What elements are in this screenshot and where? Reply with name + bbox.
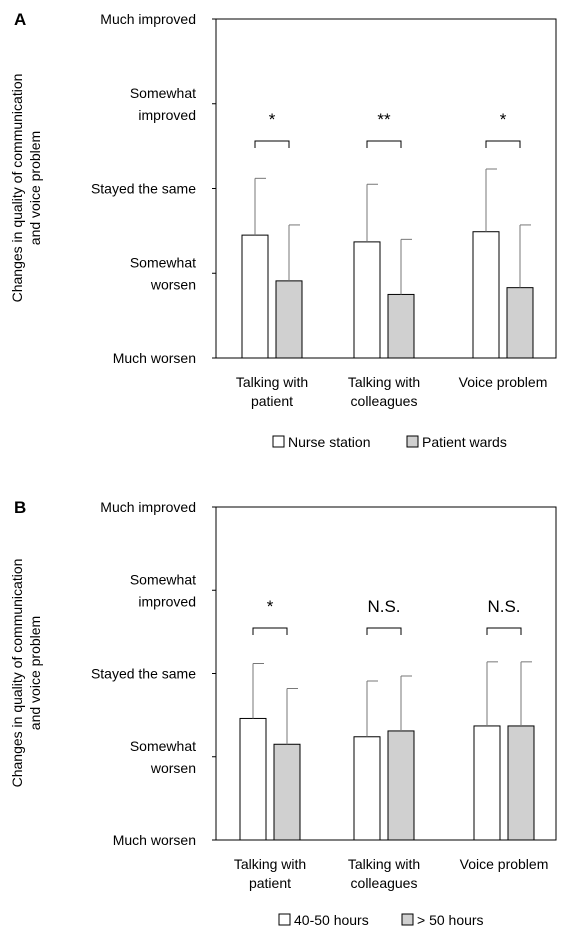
significance-bracket bbox=[486, 627, 522, 635]
significance-marker: N.S. bbox=[367, 597, 400, 616]
x-category-label: patient bbox=[251, 393, 293, 409]
x-category-label: Talking with bbox=[348, 374, 420, 390]
x-category-label: colleagues bbox=[351, 875, 418, 891]
y-axis-title: Changes in quality of communication and v… bbox=[9, 74, 43, 303]
bar-series2 bbox=[507, 725, 535, 841]
legend-swatch bbox=[272, 435, 285, 448]
y-axis-title-line: and voice problem bbox=[27, 131, 43, 245]
bar-series1 bbox=[472, 231, 500, 359]
plot-frame bbox=[215, 506, 557, 841]
bar-series1 bbox=[241, 234, 269, 359]
x-category-label: Talking with bbox=[348, 856, 420, 872]
bar-series1 bbox=[239, 717, 267, 841]
bar-series2 bbox=[275, 280, 303, 359]
y-tick-label: Somewhat bbox=[130, 254, 196, 270]
significance-bracket bbox=[366, 627, 402, 635]
y-axis-title: Changes in quality of communication and v… bbox=[9, 559, 43, 788]
chart-panel-a: A Much worsen Somewhat worsen Stayed the sam… bbox=[9, 10, 557, 450]
legend-swatch bbox=[401, 913, 414, 926]
y-axis-title-line: Changes in quality of communication bbox=[9, 74, 25, 303]
panel-label: B bbox=[14, 498, 26, 517]
bar-series1 bbox=[473, 725, 501, 841]
y-tick-label: Somewhat bbox=[130, 571, 196, 587]
legend-label: > 50 hours bbox=[417, 912, 484, 928]
legend-label: 40-50 hours bbox=[294, 912, 369, 928]
legend-swatch bbox=[278, 913, 291, 926]
y-tick-label: Stayed the same bbox=[91, 181, 196, 197]
bar-series2 bbox=[273, 743, 301, 841]
significance-bracket bbox=[252, 627, 288, 635]
y-tick-label: Much improved bbox=[100, 499, 196, 515]
legend-label: Patient wards bbox=[422, 434, 507, 450]
y-tick-label: Much worsen bbox=[113, 350, 196, 366]
significance-marker: * bbox=[269, 110, 276, 129]
y-tick-label: Somewhat bbox=[130, 85, 196, 101]
x-category-label: Voice problem bbox=[460, 856, 549, 872]
y-tick-label: improved bbox=[138, 593, 196, 609]
x-category-label: Talking with bbox=[234, 856, 306, 872]
x-category-label: colleagues bbox=[351, 393, 418, 409]
significance-bracket bbox=[254, 140, 290, 148]
chart-panel-b: B Much worsen Somewhat worsen Stayed the sam… bbox=[9, 498, 557, 928]
significance-bracket bbox=[366, 140, 402, 148]
y-tick-label: Much worsen bbox=[113, 832, 196, 848]
x-category-label: patient bbox=[249, 875, 291, 891]
bar-series2 bbox=[506, 287, 534, 359]
y-tick-label: Stayed the same bbox=[91, 666, 196, 682]
significance-marker: * bbox=[500, 110, 507, 129]
panel-label: A bbox=[14, 10, 26, 29]
y-axis-title-line: and voice problem bbox=[27, 616, 43, 730]
bar-series1 bbox=[353, 241, 381, 359]
y-tick-label: Much improved bbox=[100, 11, 196, 27]
y-axis-title-line: Changes in quality of communication bbox=[9, 559, 25, 788]
bar-series1 bbox=[353, 736, 381, 841]
y-tick-label: worsen bbox=[150, 276, 196, 292]
legend-swatch bbox=[406, 435, 419, 448]
significance-marker: ** bbox=[377, 110, 391, 129]
y-tick-label: improved bbox=[138, 107, 196, 123]
x-category-label: Voice problem bbox=[459, 374, 548, 390]
y-tick-label: worsen bbox=[150, 760, 196, 776]
y-tick-label: Somewhat bbox=[130, 738, 196, 754]
legend-label: Nurse station bbox=[288, 434, 370, 450]
significance-marker: * bbox=[267, 597, 274, 616]
bar-series2 bbox=[387, 730, 415, 841]
significance-bracket bbox=[485, 140, 521, 148]
bar-series2 bbox=[387, 293, 415, 359]
x-category-label: Talking with bbox=[236, 374, 308, 390]
significance-marker: N.S. bbox=[487, 597, 520, 616]
